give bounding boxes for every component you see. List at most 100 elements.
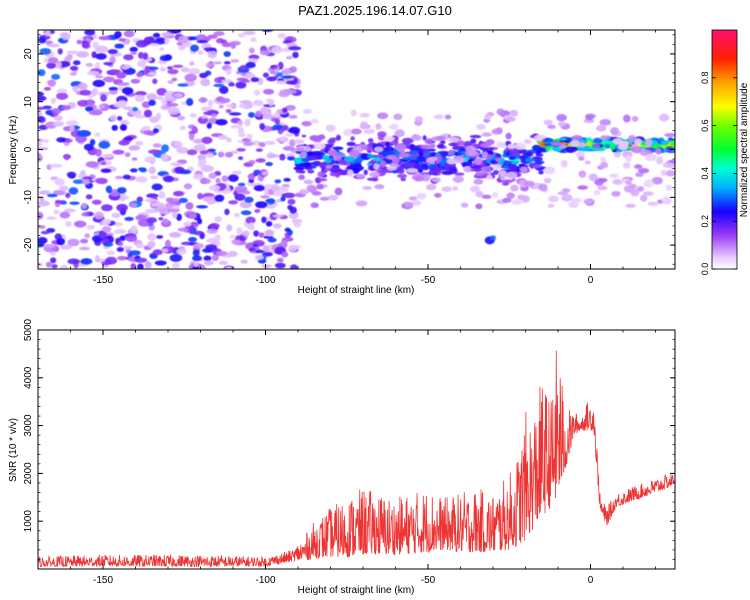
- spectrogram-cell: [46, 216, 57, 220]
- spectrogram-cell: [479, 142, 492, 148]
- spectrogram-cell: [198, 264, 206, 269]
- spectrogram-cell: [111, 124, 118, 131]
- spectrogram-cell: [38, 116, 46, 124]
- spectrogram-cell: [237, 182, 246, 187]
- spectrogram-cell: [426, 148, 436, 152]
- spectrogram-cell: [189, 113, 197, 118]
- spectrogram-cell: [350, 128, 362, 135]
- spectrogram-cell: [51, 264, 58, 269]
- spectrogram-cell: [84, 233, 90, 239]
- spectrogram-cell: [165, 197, 174, 203]
- spectrogram-cell: [173, 141, 183, 147]
- spectrogram-cell: [610, 127, 620, 135]
- spectrogram-cell: [588, 173, 598, 182]
- spectrogram-cell: [630, 188, 640, 197]
- spectrogram-cell: [239, 100, 252, 104]
- spectrogram-cell: [64, 154, 70, 161]
- spectrogram-cell: [350, 109, 357, 117]
- spectrogram-cell: [276, 72, 284, 77]
- spectrogram-cell: [225, 109, 232, 114]
- spectrogram-cell: [164, 239, 171, 248]
- spectrogram-cell: [213, 83, 225, 88]
- spectrogram-cell: [664, 132, 675, 138]
- spectrogram-cell: [622, 162, 631, 169]
- spectrogram-cell: [548, 195, 559, 203]
- spectrogram-cell: [234, 212, 240, 218]
- spectrogram-cell: [166, 208, 180, 213]
- spectrogram-cell: [49, 163, 63, 168]
- spectrogram-cell: [398, 152, 411, 158]
- spectrogram-cell: [292, 51, 299, 59]
- spectrogram-cell: [569, 139, 581, 147]
- spectrogram-cell: [230, 59, 240, 63]
- spectrogram-cell: [100, 161, 107, 166]
- spectrogram-cell: [346, 141, 356, 147]
- spectrogram-cell: [119, 235, 126, 241]
- spectrogram-cell: [636, 186, 645, 192]
- spectrogram-cell: [192, 249, 200, 257]
- spectrogram-cell: [77, 99, 90, 107]
- spectrogram-cell: [147, 240, 156, 249]
- spectrogram-cell: [385, 141, 390, 148]
- spectrogram-cell: [253, 230, 260, 237]
- spectrogram-cell: [506, 116, 516, 122]
- spectrogram-cell: [100, 168, 112, 173]
- spectrogram-cell: [418, 167, 423, 174]
- spectrogram-cell: [128, 145, 141, 151]
- spectrogram-cell: [258, 142, 266, 148]
- spectrogram-cell: [593, 189, 601, 196]
- spectrogram-cell: [282, 68, 292, 75]
- spectrogram-cell: [98, 104, 106, 109]
- spectrogram-cell: [285, 80, 298, 85]
- spectrogram-cell: [644, 138, 653, 147]
- spectrogram-cell: [502, 164, 510, 170]
- spectrogram-cell: [240, 64, 248, 71]
- spectrogram-cell: [79, 238, 89, 244]
- spectrogram-cell: [173, 92, 184, 98]
- spectrogram-cell: [51, 73, 61, 80]
- spectrogram-cell: [367, 138, 374, 143]
- spectrogram-cell: [481, 132, 492, 137]
- spectrogram-cell: [613, 151, 621, 158]
- spectrogram-cell: [537, 134, 547, 140]
- spectrogram-cell: [355, 173, 365, 179]
- spectrogram-cell: [156, 235, 164, 239]
- spectrogram-cell: [242, 30, 256, 36]
- x-tick-label: -100: [255, 575, 275, 586]
- spectrogram-cell: [429, 143, 436, 149]
- spectrogram-cell: [123, 30, 135, 38]
- spectrogram-cell: [141, 125, 151, 132]
- spectrogram-cell: [547, 203, 555, 208]
- spectrogram-cell: [193, 144, 206, 152]
- spectrogram-cell: [76, 51, 89, 58]
- spectrogram-cell: [134, 94, 145, 102]
- spectrogram-cell: [81, 212, 89, 217]
- spectrogram-cell: [360, 153, 369, 160]
- spectrogram-cell: [51, 107, 61, 115]
- spectrogram-cell: [218, 260, 228, 266]
- spectrogram-cell: [135, 141, 144, 146]
- spectrogram-cell: [53, 189, 66, 196]
- spectrogram-cell: [524, 157, 535, 163]
- spectrogram-cell: [396, 165, 404, 172]
- spectrogram-cell: [173, 191, 184, 197]
- x-tick-label: -150: [93, 275, 113, 286]
- snr-x-label: Height of straight line (km): [298, 585, 415, 596]
- spectrogram-cell: [334, 187, 343, 196]
- spectrogram-cell: [47, 79, 57, 87]
- spectrogram-cell: [493, 169, 500, 175]
- spectrogram-cell: [82, 179, 91, 185]
- spectrogram-cell: [136, 196, 144, 203]
- spectrogram-cell: [186, 149, 198, 156]
- spectrogram-cell: [78, 246, 91, 251]
- spectrogram-cell: [457, 150, 464, 156]
- spectrogram-cell: [134, 114, 146, 119]
- spectrogram-cell: [101, 154, 115, 158]
- spectrogram-cell: [110, 69, 122, 74]
- spectrogram-cell: [225, 266, 232, 269]
- spectrogram-cell: [375, 123, 382, 131]
- spectrogram-cell: [111, 212, 121, 218]
- y-tick-label: 1000: [23, 510, 34, 533]
- spectrogram-cell: [79, 89, 92, 96]
- spectrogram-cell: [454, 172, 465, 176]
